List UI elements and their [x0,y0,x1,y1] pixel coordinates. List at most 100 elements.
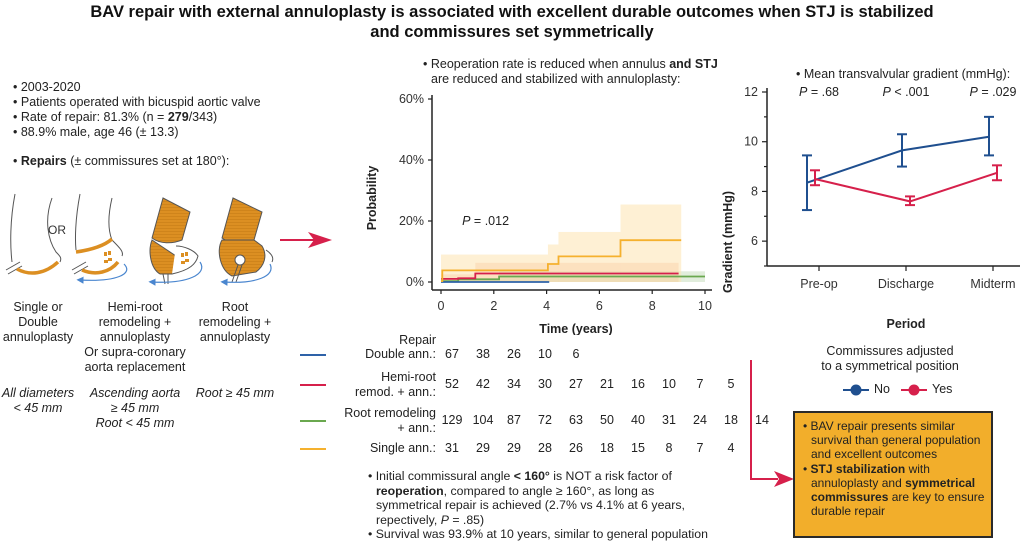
text: symmetrical repair is achieved (2.7% vs … [376,498,685,512]
risk-row-label: Single ann.: [369,441,436,455]
km-y-tick-label: 0% [406,275,424,289]
stj-ring [75,237,114,254]
legend-line-icon [300,384,326,386]
note-line: Initial commissural angle < 160° is NOT … [368,469,708,484]
note-line: reoperation, compared to angle ≥ 160°, a… [368,484,708,499]
legend-title-line: Commissures adjusted [826,344,954,358]
risk-count: 52 [445,377,459,391]
km-y-axis-label: Probability [365,166,379,231]
risk-count: 63 [569,413,583,427]
legend-label: Yes [932,382,953,396]
risk-row-label: Root remodeling + ann.: [344,406,436,435]
risk-count: 26 [507,346,521,361]
repair-type-2-criteria: Ascending aorta ≥ 45 mm Root < 45 mm [80,386,190,431]
illustration-hemi-root [148,197,203,286]
gradient-x-axis-label: Period [887,317,926,331]
legend-label: No [874,382,890,396]
findings-notes: Initial commissural angle < 160° is NOT … [368,469,708,542]
risk-count: 8 [665,440,673,455]
risk-count: 104 [472,413,494,427]
illustration-double-annuloplasty [71,193,128,284]
risk-count: 31 [662,413,676,427]
repair-rate-text: Rate of repair: 81.3% (n = [20,110,168,124]
heading-text: Reoperation rate is reduced when annulus [430,57,670,71]
emphasis-text: < 160° [513,469,550,483]
repairs-heading-bold: Repairs [20,154,67,168]
p-label: P [883,85,892,99]
repair-type-2-line: aorta replacement [84,360,186,374]
km-y-tick-label: 60% [399,92,424,106]
risk-count: 18 [724,413,738,427]
km-curve-single-ann- [441,239,682,282]
rotation-arrow-icon [76,263,128,284]
km-p-value: P = .012 [462,214,509,228]
gradient-x-tick-label: Discharge [878,277,934,291]
repair-type-1-line: Double [18,315,58,329]
text: P [440,512,449,527]
heading-bold: and STJ [669,57,718,71]
figure-title-line2: and commissures set symmetrically [370,23,654,41]
repair-type-1-label: Single or Double annuloplasty [0,300,76,345]
text: Initial commissural angle [375,469,514,483]
fact-patients: Patients operated with bicuspid aortic v… [13,95,261,110]
risk-count: 30 [538,377,552,391]
gradient-line-no [806,135,990,184]
risk-count: 87 [507,413,521,427]
reoperation-heading: Reoperation rate is reduced when annulus… [423,57,718,87]
repair-type-3-line: remodeling + [198,315,272,329]
km-y-tick-label: 20% [399,214,424,228]
p-value: = .012 [470,214,509,228]
illustration-annuloplasty: OR [5,193,66,275]
text: repectively, [376,512,441,527]
risk-table-row: Double ann.: 67 38 26 10 6 [300,347,720,377]
risk-count: 29 [507,440,521,455]
gradient-y-tick-label: 10 [744,135,758,149]
emphasis-text: symmetrical commissures [811,475,976,505]
emphasis-text: reoperation [376,483,444,498]
km-x-tick-label: 0 [438,299,445,313]
repair-type-1-line: Single or [13,300,63,314]
repair-type-3-label: Root remodeling + annuloplasty [192,300,278,345]
conclusion-item: STJ stabilization with annuloplasty and … [803,462,985,519]
risk-count: 38 [476,346,490,361]
criteria-line: ≥ 45 mm [110,401,160,415]
ci-band [441,254,548,282]
risk-count: 28 [538,440,552,455]
gradient-heading: Mean transvalvular gradient (mmHg): [796,67,1010,82]
gradient-chart: 6 8 10 12 Pre-op P = .68 Discharge P < .001 Midt… [721,85,1020,331]
risk-count: 26 [569,440,583,455]
repair-rate-total: /343) [188,110,218,124]
p-label: P [970,85,979,99]
repair-type-2-line: annuloplasty [99,330,171,344]
km-curves [441,239,705,283]
risk-count: 18 [600,440,614,455]
figure-title-line1: BAV repair with external annuloplasty is… [90,3,934,21]
risk-table-header: Repair [399,333,436,347]
emphasis-text: STJ stabilization [810,461,906,476]
note-line: Survival was 93.9% at 10 years, similar … [368,527,708,542]
criteria-line: < 45 mm [13,401,63,415]
text: with annuloplasty and [811,461,930,490]
reoperation-heading-line2: are reduced and stabilized with annulopl… [431,72,681,86]
reoperation-chart: 0% 20% 40% 60% 0 2 4 6 8 10 Probability Time (yea… [365,92,712,335]
reoperation-heading-line1: Reoperation rate is reduced when annulus… [423,57,718,72]
risk-count: 40 [631,413,645,427]
criteria-line: Ascending aorta [89,386,181,400]
repair-type-1-line: annuloplasty [2,330,74,344]
risk-count: 27 [569,377,583,391]
rotation-arrow-icon [220,263,272,286]
risk-count: 31 [445,440,459,455]
risk-table-row: Hemi-root remod. + ann.: 52 42 34 30 27 21 16 10 7… [300,370,734,400]
gradient-y-tick-label: 6 [751,234,758,248]
km-x-tick-label: 8 [649,299,656,313]
risk-count: 24 [693,413,707,427]
risk-count: 7 [696,440,704,455]
criteria-line: Root ≥ 45 mm [195,386,275,400]
gradient-y-tick-label: 8 [751,184,758,198]
risk-count: 16 [631,377,645,391]
conclusion-connector-icon [750,360,794,487]
legend-line-icon [300,447,326,450]
risk-table-row: Single ann.: 31 29 29 28 26 18 15 8 7 4 [300,440,734,471]
gradient-x-tick-label: Pre-op [800,277,838,291]
km-curve-hemi-root-remod-ann- [441,272,679,280]
